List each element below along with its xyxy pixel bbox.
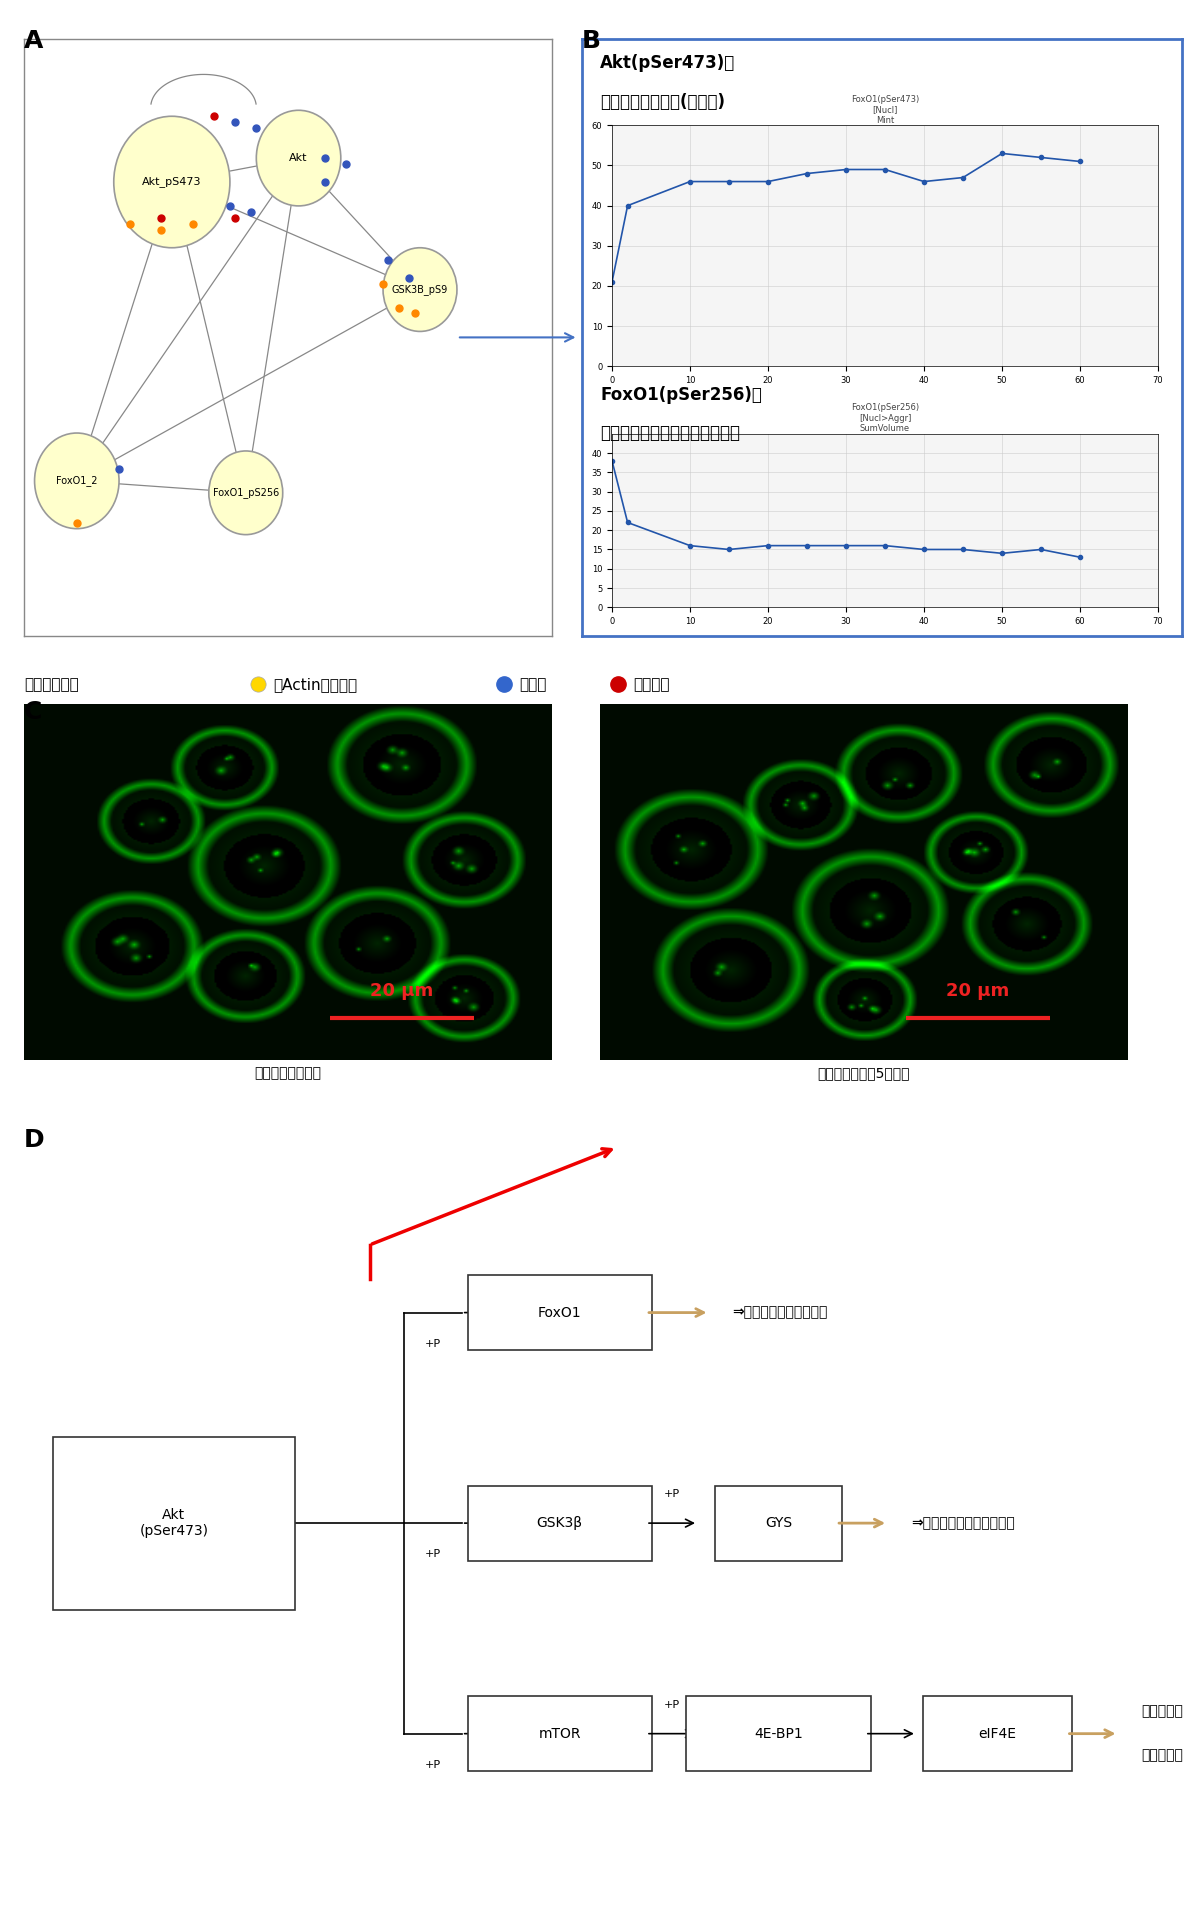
Text: eIF4E: eIF4E [978, 1727, 1016, 1741]
Text: 合成の制御: 合成の制御 [1141, 1749, 1183, 1762]
Text: 20 μm: 20 μm [947, 981, 1009, 1001]
Text: ；Actin集合体、: ；Actin集合体、 [274, 677, 358, 692]
Text: FoxO1: FoxO1 [538, 1305, 582, 1319]
Text: B: B [582, 29, 601, 52]
Text: GYS: GYS [764, 1515, 792, 1531]
Text: A: A [24, 29, 43, 52]
Title: FoxO1(pSer473)
[Nucl]
Mint: FoxO1(pSer473) [Nucl] Mint [851, 94, 919, 125]
Text: 核内の平均輝度値(発現量): 核内の平均輝度値(発現量) [600, 93, 725, 110]
Text: GSK3β: GSK3β [536, 1515, 583, 1531]
Text: FoxO1(pSer256)の: FoxO1(pSer256)の [600, 386, 762, 403]
Circle shape [114, 116, 230, 247]
Text: Akt: Akt [289, 152, 308, 164]
Text: Akt(pSer473)の: Akt(pSer473)の [600, 54, 736, 71]
Text: GSK3B_pS9: GSK3B_pS9 [392, 283, 448, 295]
Text: +P: +P [664, 1700, 679, 1710]
Text: ；細胞質: ；細胞質 [634, 677, 670, 692]
Circle shape [257, 110, 341, 206]
Text: 4E-BP1: 4E-BP1 [754, 1727, 803, 1741]
Text: FoxO1_pS256: FoxO1_pS256 [212, 488, 278, 497]
Text: +P: +P [425, 1550, 442, 1560]
Text: +P: +P [425, 1760, 442, 1770]
Circle shape [35, 434, 119, 528]
Text: Akt_pS473: Akt_pS473 [142, 177, 202, 187]
Circle shape [209, 451, 283, 534]
Text: C: C [24, 700, 42, 723]
Text: +P: +P [425, 1338, 442, 1350]
Text: インスリン添加5分経過: インスリン添加5分経過 [817, 1066, 911, 1080]
FancyBboxPatch shape [923, 1697, 1073, 1772]
Text: D: D [24, 1128, 44, 1151]
Text: タンパク質: タンパク質 [1141, 1704, 1183, 1718]
Text: Akt
(pSer473): Akt (pSer473) [139, 1508, 209, 1539]
Text: インスリン添加前: インスリン添加前 [254, 1066, 322, 1080]
Title: FoxO1(pSer256)
[Nucl>Aggr]
SumVolume: FoxO1(pSer256) [Nucl>Aggr] SumVolume [851, 403, 919, 434]
Text: ；核、: ；核、 [520, 677, 547, 692]
FancyBboxPatch shape [468, 1274, 652, 1350]
FancyBboxPatch shape [468, 1485, 652, 1562]
Text: mTOR: mTOR [539, 1727, 581, 1741]
Circle shape [383, 247, 457, 332]
Text: ⇒グルコース生産の抑制: ⇒グルコース生産の抑制 [732, 1305, 828, 1319]
FancyBboxPatch shape [715, 1485, 842, 1562]
Text: +P: +P [664, 1488, 679, 1500]
Text: ⇒グリコーゲン合成の促進: ⇒グリコーゲン合成の促進 [911, 1515, 1015, 1531]
FancyBboxPatch shape [686, 1697, 871, 1772]
Text: 20 μm: 20 μm [371, 981, 433, 1001]
FancyBboxPatch shape [53, 1436, 295, 1610]
FancyBboxPatch shape [468, 1697, 652, 1772]
Text: 細胞内区画：: 細胞内区画： [24, 677, 79, 692]
Text: 核内のドロップレットの総面積: 核内のドロップレットの総面積 [600, 424, 740, 442]
Text: FoxO1_2: FoxO1_2 [56, 476, 97, 486]
